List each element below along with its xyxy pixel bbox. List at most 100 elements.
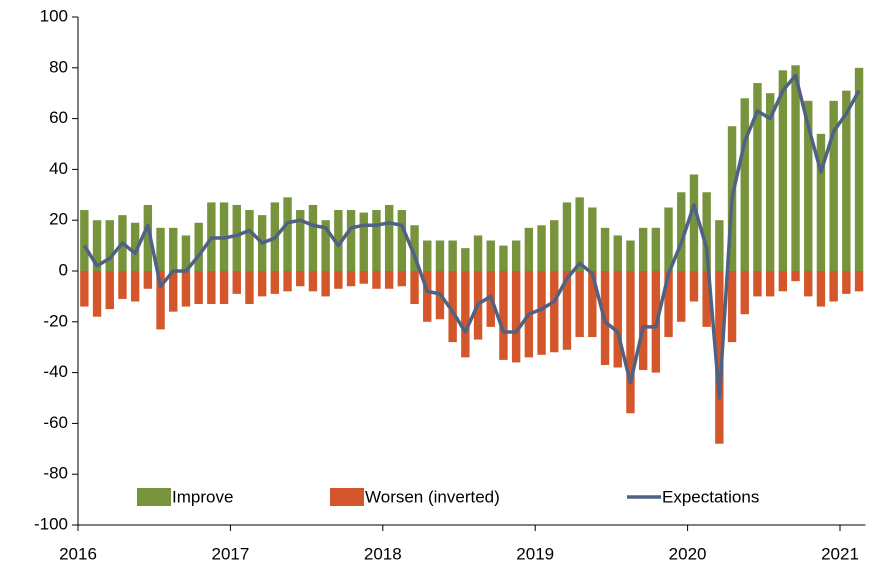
- legend-swatch: [330, 488, 364, 506]
- bar: [232, 271, 241, 294]
- bar: [778, 70, 788, 271]
- bar: [575, 271, 584, 338]
- bar: [499, 271, 508, 360]
- legend-label: Worsen (inverted): [365, 487, 500, 506]
- bar: [575, 197, 584, 271]
- bar: [765, 93, 775, 271]
- bar: [410, 271, 419, 305]
- legend-swatch: [137, 488, 171, 506]
- bar: [270, 271, 280, 294]
- bar: [321, 271, 330, 297]
- y-tick-label: -60: [43, 413, 68, 432]
- bar: [511, 271, 521, 363]
- y-tick-label: -100: [34, 514, 68, 533]
- bar: [423, 240, 432, 271]
- bar: [308, 271, 318, 292]
- bar: [613, 235, 622, 271]
- bar: [677, 271, 686, 322]
- bar: [461, 248, 470, 271]
- bar: [461, 271, 470, 358]
- bar: [334, 271, 343, 289]
- bar: [321, 220, 330, 271]
- bar: [765, 271, 775, 297]
- bar: [346, 271, 356, 287]
- bar: [829, 100, 838, 271]
- bar: [156, 271, 165, 330]
- bar: [638, 271, 648, 371]
- bar: [372, 271, 381, 289]
- bar: [346, 210, 356, 271]
- bar: [562, 271, 572, 350]
- x-tick-label: 2021: [821, 544, 859, 563]
- x-tick-label: 2020: [669, 544, 707, 563]
- y-tick-label: -40: [43, 362, 68, 381]
- bar: [143, 271, 153, 289]
- bar: [245, 210, 254, 271]
- bar: [816, 133, 826, 271]
- x-tick-label: 2016: [59, 544, 97, 563]
- bar: [753, 83, 762, 271]
- bar: [689, 174, 699, 271]
- y-tick-label: 0: [59, 260, 68, 279]
- bar: [524, 227, 534, 271]
- bar: [130, 271, 140, 302]
- bar: [588, 207, 597, 271]
- bar: [740, 98, 749, 271]
- bar: [80, 271, 89, 307]
- bar: [702, 271, 711, 327]
- bar: [296, 271, 305, 287]
- bar: [207, 271, 216, 305]
- bar: [283, 197, 292, 271]
- bar: [715, 220, 724, 271]
- bar: [384, 204, 394, 271]
- bar: [169, 271, 178, 312]
- y-tick-label: 40: [49, 159, 68, 178]
- bar: [537, 225, 546, 271]
- bar: [397, 210, 407, 271]
- bar: [550, 220, 559, 271]
- bar: [92, 220, 102, 271]
- bar: [359, 212, 368, 271]
- bar: [423, 271, 432, 322]
- legend-label: Improve: [172, 487, 233, 506]
- x-tick-label: 2017: [211, 544, 249, 563]
- bar: [80, 210, 89, 271]
- bar: [486, 240, 495, 271]
- bar: [499, 245, 508, 271]
- bar: [854, 67, 864, 271]
- y-tick-label: 60: [49, 108, 68, 127]
- y-tick-label: -20: [43, 311, 68, 330]
- x-tick-label: 2019: [516, 544, 554, 563]
- bar: [181, 235, 191, 271]
- bar: [372, 210, 381, 271]
- bar: [435, 240, 445, 271]
- bar: [791, 65, 800, 271]
- y-tick-label: 20: [49, 210, 68, 229]
- bar: [130, 222, 140, 271]
- bar: [727, 271, 737, 343]
- bar: [384, 271, 394, 289]
- bar: [651, 227, 661, 271]
- x-tick-label: 2018: [364, 544, 402, 563]
- bar: [448, 240, 457, 271]
- bar: [664, 207, 673, 271]
- bar: [283, 271, 292, 292]
- bar: [448, 271, 457, 343]
- bar: [245, 271, 254, 305]
- bar: [308, 204, 318, 271]
- bar: [169, 227, 178, 271]
- y-tick-label: 80: [49, 57, 68, 76]
- bar: [702, 192, 711, 271]
- bar: [842, 271, 851, 294]
- bar: [626, 271, 635, 414]
- bar: [689, 271, 699, 302]
- bar: [232, 204, 241, 271]
- bar: [105, 220, 114, 271]
- bar: [588, 271, 597, 338]
- bar: [804, 271, 813, 297]
- bar: [143, 204, 153, 271]
- bar: [740, 271, 749, 315]
- bar: [550, 271, 559, 353]
- bar: [854, 271, 864, 292]
